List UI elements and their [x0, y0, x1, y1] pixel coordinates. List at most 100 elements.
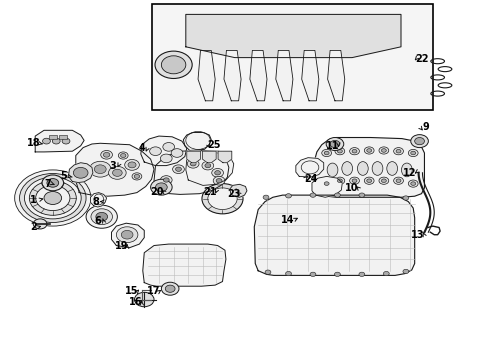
Circle shape: [160, 176, 172, 184]
Circle shape: [414, 138, 424, 145]
Polygon shape: [183, 132, 211, 150]
Bar: [59, 135, 66, 139]
Polygon shape: [185, 14, 400, 58]
Circle shape: [366, 179, 371, 183]
Circle shape: [334, 272, 340, 276]
Circle shape: [204, 163, 210, 168]
Polygon shape: [68, 163, 93, 183]
Circle shape: [96, 212, 107, 221]
Circle shape: [214, 171, 220, 175]
Circle shape: [149, 147, 161, 156]
Circle shape: [20, 174, 86, 222]
Polygon shape: [295, 158, 323, 177]
Circle shape: [383, 271, 388, 276]
Circle shape: [101, 150, 112, 159]
Circle shape: [124, 159, 139, 170]
Circle shape: [202, 184, 243, 214]
Circle shape: [120, 153, 125, 158]
Polygon shape: [313, 138, 424, 197]
Text: 16: 16: [129, 297, 142, 307]
Text: 10: 10: [345, 183, 358, 193]
Text: 4: 4: [138, 143, 145, 153]
Circle shape: [263, 195, 268, 199]
Circle shape: [334, 177, 344, 184]
Circle shape: [285, 271, 291, 276]
Circle shape: [116, 227, 138, 243]
Circle shape: [407, 149, 417, 157]
Polygon shape: [311, 176, 342, 197]
Circle shape: [324, 151, 328, 155]
Circle shape: [207, 188, 237, 210]
Polygon shape: [218, 151, 231, 163]
Polygon shape: [76, 143, 154, 196]
Circle shape: [108, 166, 126, 179]
Circle shape: [134, 175, 140, 178]
Text: 14: 14: [280, 215, 294, 225]
Text: 12: 12: [402, 168, 416, 178]
Circle shape: [393, 177, 403, 184]
Text: 7: 7: [44, 179, 51, 189]
Circle shape: [351, 149, 356, 153]
Circle shape: [29, 181, 76, 215]
Circle shape: [381, 149, 386, 152]
Circle shape: [42, 175, 63, 191]
Circle shape: [395, 149, 400, 153]
Text: 24: 24: [303, 174, 317, 184]
Circle shape: [321, 180, 331, 187]
Circle shape: [285, 194, 291, 198]
Circle shape: [364, 177, 373, 184]
Text: 17: 17: [147, 286, 161, 296]
Circle shape: [112, 169, 122, 176]
Text: 5: 5: [60, 171, 67, 181]
Circle shape: [351, 179, 356, 183]
Text: 21: 21: [203, 186, 217, 197]
Circle shape: [349, 148, 359, 155]
Circle shape: [309, 272, 315, 276]
Text: 2: 2: [30, 222, 37, 232]
Polygon shape: [254, 195, 414, 275]
Text: 1: 1: [30, 195, 37, 205]
Circle shape: [36, 185, 70, 211]
Text: 20: 20: [150, 186, 164, 197]
Circle shape: [52, 138, 60, 144]
Circle shape: [33, 219, 47, 229]
Circle shape: [163, 178, 169, 182]
Text: 9: 9: [421, 122, 428, 132]
Bar: [49, 135, 57, 139]
Circle shape: [150, 179, 172, 195]
Circle shape: [378, 147, 388, 154]
Circle shape: [155, 183, 167, 192]
Circle shape: [334, 193, 340, 197]
Circle shape: [172, 165, 184, 174]
Ellipse shape: [386, 162, 397, 175]
Text: 15: 15: [125, 286, 139, 296]
Circle shape: [160, 154, 172, 163]
Polygon shape: [249, 50, 266, 101]
Polygon shape: [185, 150, 233, 185]
Circle shape: [202, 161, 213, 170]
Polygon shape: [111, 223, 144, 248]
Text: 6: 6: [94, 216, 101, 226]
Circle shape: [44, 192, 61, 204]
Circle shape: [155, 51, 192, 78]
Circle shape: [103, 152, 110, 157]
Text: 23: 23: [226, 189, 240, 199]
Circle shape: [324, 182, 328, 185]
Ellipse shape: [326, 163, 337, 177]
Text: 22: 22: [414, 54, 427, 64]
Circle shape: [190, 162, 196, 166]
Circle shape: [364, 147, 373, 154]
Polygon shape: [198, 50, 215, 101]
Circle shape: [165, 285, 175, 292]
Polygon shape: [327, 50, 344, 101]
Polygon shape: [90, 193, 106, 207]
Text: 19: 19: [114, 240, 128, 251]
Ellipse shape: [341, 162, 352, 175]
Circle shape: [47, 179, 59, 187]
Circle shape: [128, 162, 136, 168]
Circle shape: [134, 292, 154, 307]
Circle shape: [366, 149, 371, 152]
Text: 18: 18: [26, 138, 40, 148]
Polygon shape: [142, 244, 225, 286]
Polygon shape: [154, 150, 228, 194]
